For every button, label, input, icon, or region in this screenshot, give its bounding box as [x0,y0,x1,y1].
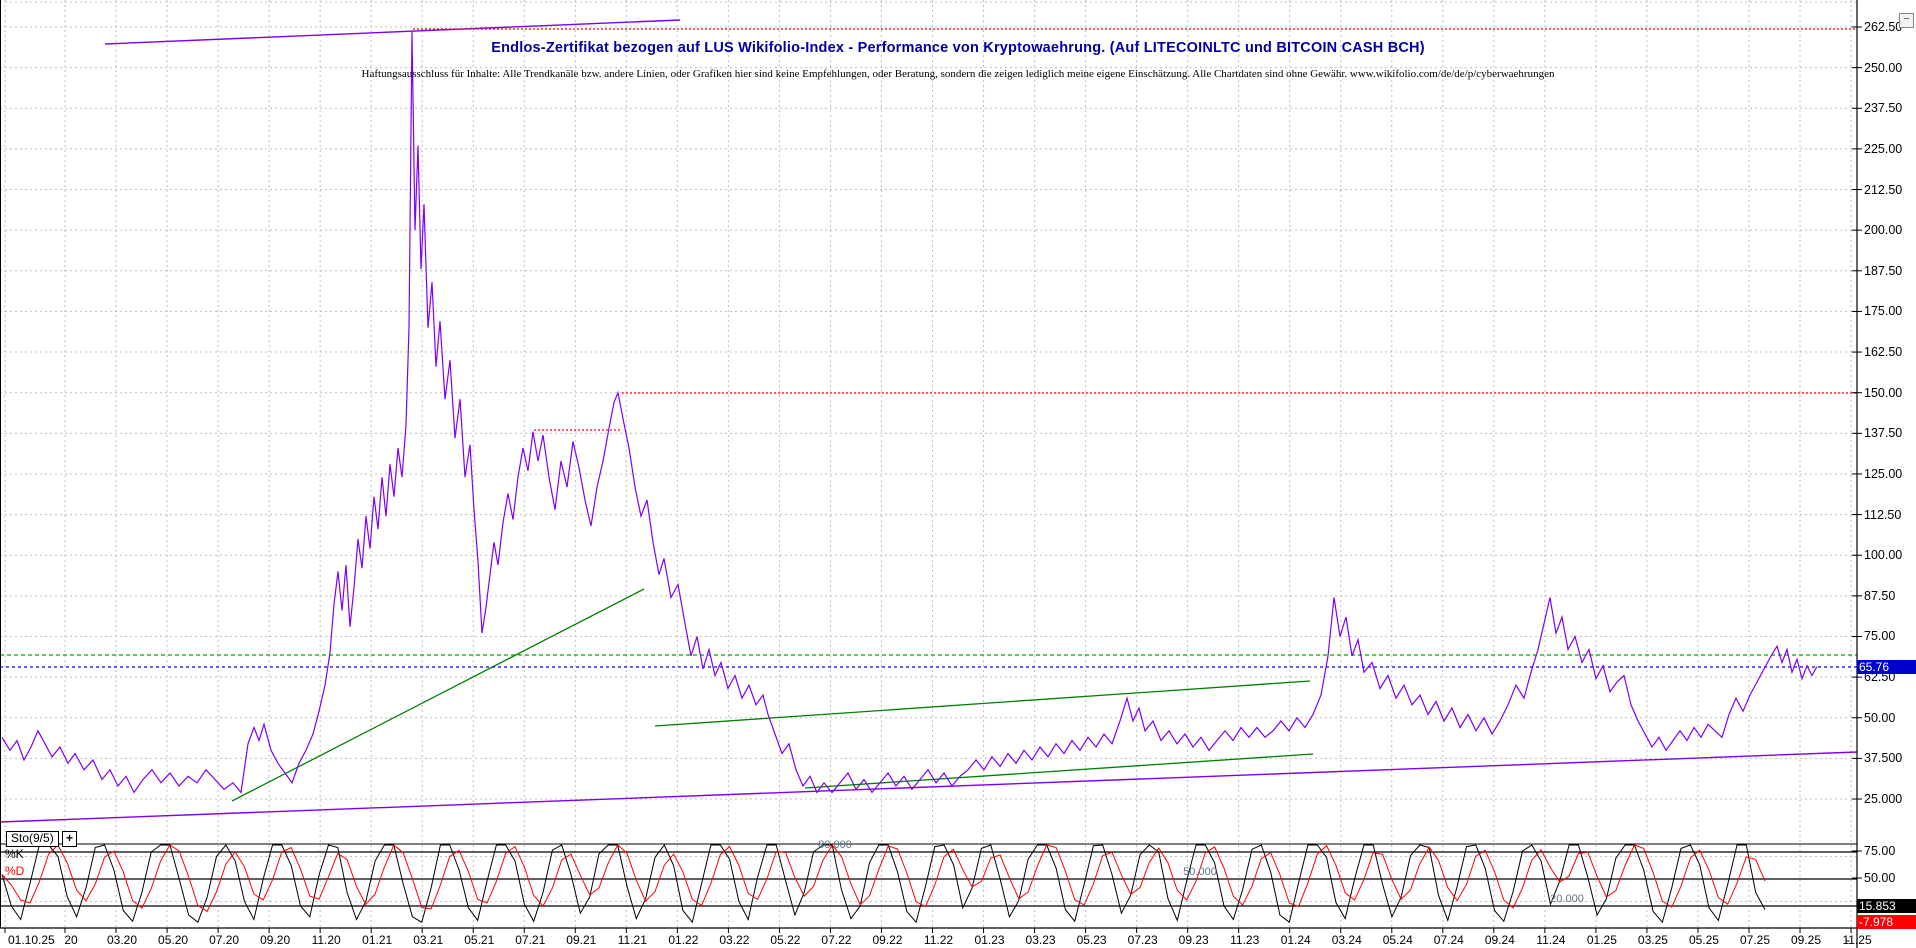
x-axis-label: 01.23 [974,933,1005,947]
x-axis-label: 09.23 [1178,933,1209,947]
price-line [1,31,1818,794]
y-axis-label: 237.50 [1864,101,1903,116]
y-axis-label: 150.00 [1864,385,1903,400]
x-axis-label: 09.21 [566,933,597,947]
x-axis-label: 05.25 [1688,933,1719,947]
collapse-panel-icon[interactable]: − [1899,13,1914,28]
x-axis-label: 07.21 [515,933,546,947]
indicator-settings-button[interactable]: Sto(9/5) [6,831,59,847]
y-axis-label: 137.50 [1864,426,1903,441]
y-axis-label: 25.000 [1864,792,1903,807]
y-axis-label: 112.50 [1864,507,1902,522]
x-axis-label: 07.25 [1739,933,1770,947]
x-axis-label: 20 [64,933,78,947]
y-axis-label: 50.00 [1864,710,1896,725]
x-axis-label: 01.21 [362,933,393,947]
x-axis-label: 11.21 [617,933,647,947]
x-axis-label: 05.23 [1076,933,1107,947]
x-axis-label: 03.22 [719,933,750,947]
x-axis-label: 09.22 [872,933,903,947]
y-axis-label: 262.50 [1864,20,1903,34]
x-axis-label: 03.24 [1331,933,1362,947]
x-axis-label: 11.20 [311,933,341,947]
stochastic-k-line [1,844,1766,924]
x-axis-label: 03.25 [1637,933,1668,947]
y-axis-label: 212.50 [1864,182,1903,197]
x-axis-label: 07.22 [821,933,852,947]
indicator-level-label: 80.000 [818,839,852,851]
upper-purple-channel [104,19,681,45]
x-axis-label: 11.25 [1842,933,1872,947]
stochastic-d-badge: -7.978 [1857,915,1916,929]
y-axis-label: 100.00 [1864,548,1903,563]
stochastic-d-line [1,844,1766,913]
x-axis-label: 03.21 [413,933,444,947]
y-axis-label: 87.50 [1864,588,1896,603]
x-axis-label: 07.24 [1433,933,1464,947]
chart-disclaimer: Haftungsausschluss für Inhalte: Alle Tre… [361,68,1555,80]
stochastic-k-badge: 15.853 [1857,899,1916,913]
y-axis-label: 162.50 [1864,345,1903,360]
green-trend-steep [231,588,645,802]
indicator-level-label: 20.000 [1550,893,1584,905]
add-indicator-button[interactable]: + [62,831,77,847]
x-axis-label: 07.20 [209,933,240,947]
x-axis-label: 05.21 [464,933,495,947]
x-axis-label: 01.24 [1280,933,1311,947]
x-axis-label: 11.24 [1536,933,1566,947]
x-axis-label: 03.23 [1025,933,1056,947]
indicator-y-axis-label: 50.00 [1864,871,1896,885]
chart-title: Endlos-Zertifikat bezogen auf LUS Wikifo… [491,40,1425,56]
x-axis-label: 05.22 [770,933,801,947]
x-axis-label: 09.25 [1791,933,1822,947]
x-axis-label: 09.20 [260,933,291,947]
current-price-badge: 65.76 [1857,660,1916,674]
x-axis-label: 01.25 [1586,933,1617,947]
green-trend-support [804,753,1314,789]
y-axis-label: 225.00 [1864,141,1903,156]
green-trend-middle [654,680,1311,727]
x-axis-label: 03.20 [107,933,138,947]
x-axis-label: 09.24 [1484,933,1515,947]
x-axis-label: 01.10.25 [8,933,55,947]
stochastic-k-label: %K [5,847,24,861]
y-axis-label: 125.00 [1864,466,1903,481]
y-axis-label: 75.00 [1864,629,1896,644]
indicator-level-label: 50.000 [1183,866,1217,878]
stochastic-d-label: %D [5,864,25,878]
y-axis-label: 37.500 [1864,751,1903,766]
x-axis-label: 05.24 [1382,933,1413,947]
x-axis-label: - [1846,933,1850,947]
x-axis-label: 07.23 [1127,933,1158,947]
x-axis-label: 11.22 [923,933,954,947]
y-axis-label: 200.00 [1864,223,1903,238]
indicator-y-axis-label: 75.00 [1864,844,1896,858]
y-axis-label: 187.50 [1864,263,1903,278]
y-axis-label: 250.00 [1864,60,1903,75]
lower-purple-channel [0,751,1858,823]
x-axis-label: 05.20 [158,933,189,947]
x-axis-label: 11.23 [1230,933,1260,947]
x-axis-label: 01.22 [668,933,699,947]
y-axis-label: 175.00 [1864,304,1903,319]
